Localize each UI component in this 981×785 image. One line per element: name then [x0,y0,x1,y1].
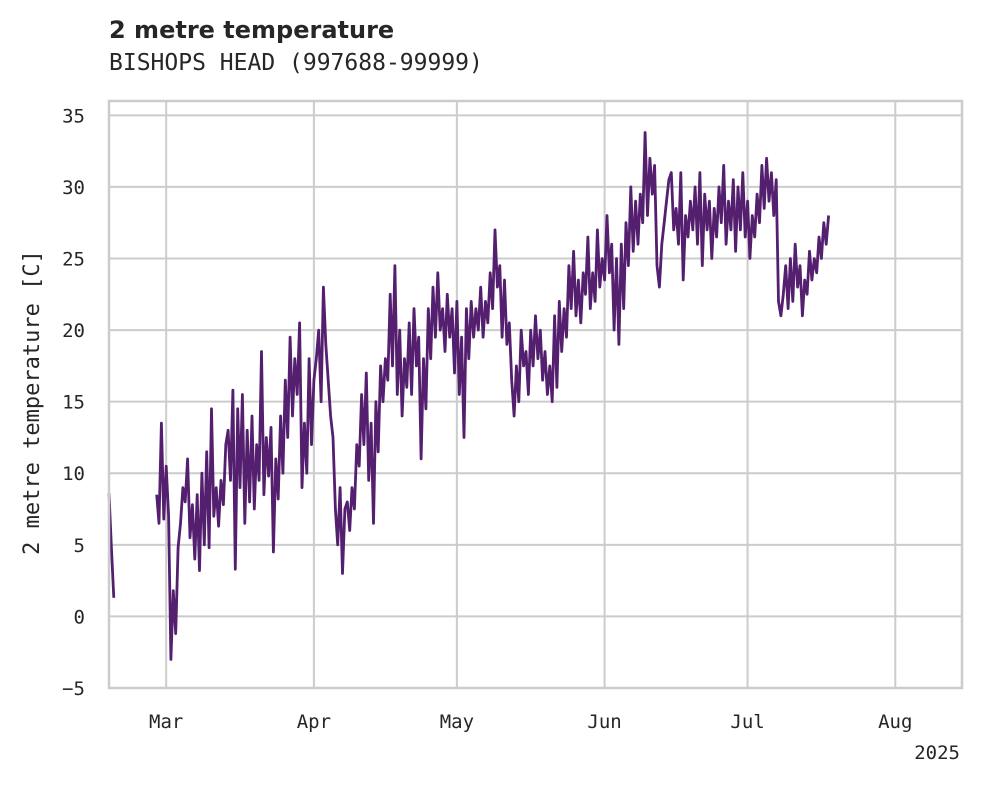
y-tick-label: 25 [62,248,85,270]
tick-layer: −5 0 5 10 15 20 25 30 35 Mar Apr May Jun Jul Aug [62,105,912,733]
chart-title: 2 metre temperature [109,16,395,44]
grid-layer [109,101,962,689]
y-tick-label: 0 [74,606,85,628]
x-tick-label: Jul [730,711,764,733]
y-tick-label: 20 [62,320,85,342]
y-tick-label: 35 [62,105,85,127]
temperature-series-line [155,131,830,661]
chart-subtitle: BISHOPS HEAD (997688-99999) [109,50,483,76]
x-tick-label: Mar [149,711,183,733]
y-tick-label: −5 [62,678,85,700]
y-axis-label: 2 metre temperature [C] [20,250,45,555]
y-tick-label: 30 [62,177,85,199]
x-tick-label: Apr [297,711,331,733]
y-tick-label: 10 [62,463,85,485]
plot-frame [107,99,964,690]
x-tick-label: Aug [878,711,912,733]
y-tick-label: 5 [74,535,85,557]
x-tick-label: May [440,711,474,733]
x-tick-label: Jun [587,711,621,733]
x-offset-label: 2025 [914,742,960,764]
series-layer [107,131,830,661]
y-tick-label: 15 [62,392,85,414]
